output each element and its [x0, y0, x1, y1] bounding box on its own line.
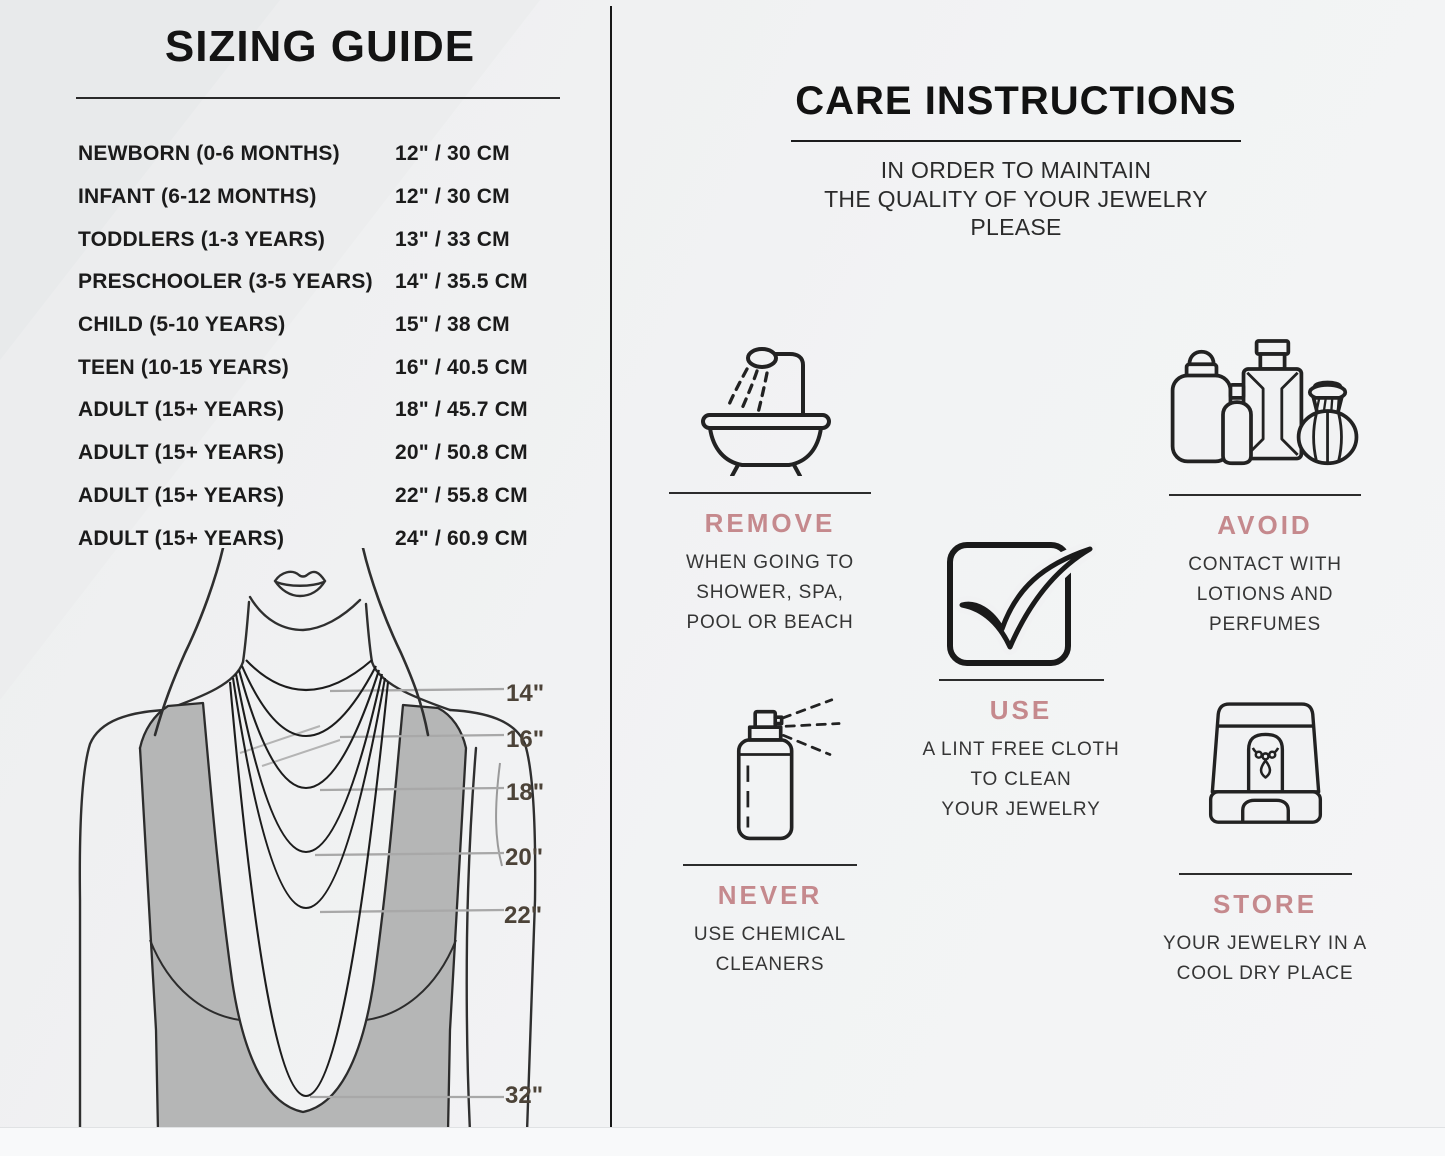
table-row: ADULT (15+ YEARS) 22" / 55.8 CM	[78, 475, 578, 518]
section-text: CONTACT WITH LOTIONS AND PERFUMES	[1138, 550, 1392, 640]
sizing-guide-title: SIZING GUIDE	[164, 22, 476, 71]
care-section-never: NEVER USE CHEMICAL CLEANERS	[648, 690, 892, 980]
section-text: WHEN GOING TO SHOWER, SPA, POOL OR BEACH	[648, 548, 892, 638]
row-size: 22" / 55.8 CM	[395, 483, 528, 507]
spray-bottle-icon	[648, 690, 892, 860]
section-text: A LINT FREE CLOTH TO CLEAN YOUR JEWELRY	[893, 735, 1149, 825]
necklace-length-label: 14"	[506, 680, 545, 707]
section-divider	[1169, 494, 1361, 496]
intro-line: THE QUALITY OF YOUR JEWELRY	[824, 185, 1208, 212]
necklace-length-label: 22"	[504, 902, 543, 929]
section-text-line: COOL DRY PLACE	[1176, 963, 1354, 984]
table-row: CHILD (5-10 YEARS) 15" / 38 CM	[78, 304, 578, 347]
table-row: NEWBORN (0-6 MONTHS) 12" / 30 CM	[78, 133, 578, 176]
section-text-line: WHEN GOING TO	[685, 552, 855, 573]
row-label: ADULT (15+ YEARS)	[78, 483, 285, 507]
necklace-length-label: 18"	[506, 779, 545, 806]
intro-line: IN ORDER TO MAINTAIN	[880, 157, 1152, 183]
jewelry-box-icon	[1138, 690, 1392, 869]
section-divider	[1178, 873, 1352, 875]
section-text-line: PERFUMES	[1209, 614, 1321, 635]
section-text-line: A LINT FREE CLOTH	[922, 739, 1120, 760]
section-title: REMOVE	[704, 508, 836, 538]
checkbox-check-icon	[893, 518, 1149, 675]
necklace-length-diagram	[78, 548, 537, 1128]
row-label: ADULT (15+ YEARS)	[78, 441, 285, 465]
row-label: NEWBORN (0-6 MONTHS)	[78, 142, 340, 166]
table-row: ADULT (15+ YEARS) 20" / 50.8 CM	[78, 432, 578, 475]
necklace-length-label: 16"	[506, 726, 545, 753]
section-title: NEVER	[717, 880, 823, 910]
row-size: 12" / 30 CM	[395, 142, 510, 166]
section-text-line: LOTIONS AND	[1196, 584, 1334, 605]
bottom-strip	[0, 1127, 1445, 1156]
row-label: ADULT (15+ YEARS)	[78, 398, 285, 422]
table-row: INFANT (6-12 MONTHS) 12" / 30 CM	[78, 176, 578, 219]
row-label: PRESCHOOLER (3-5 YEARS)	[78, 270, 373, 294]
row-size: 18" / 45.7 CM	[395, 398, 528, 422]
care-instructions-underline	[791, 140, 1241, 142]
row-size: 24" / 60.9 CM	[395, 526, 528, 550]
section-divider	[669, 492, 871, 494]
care-section-remove: REMOVE WHEN GOING TO SHOWER, SPA, POOL O…	[648, 333, 892, 638]
section-text-line: TO CLEAN	[970, 769, 1072, 790]
section-text-line: CLEANERS	[715, 954, 825, 975]
care-instructions-header: CARE INSTRUCTIONS IN ORDER TO MAINTAIN T…	[696, 78, 1336, 242]
table-row: TODDLERS (1-3 YEARS) 13" / 33 CM	[78, 218, 578, 261]
sizing-guide-header: SIZING GUIDE	[70, 22, 570, 99]
row-label: ADULT (15+ YEARS)	[78, 526, 285, 550]
section-text-line: YOUR JEWELRY IN A	[1162, 933, 1367, 954]
row-label: INFANT (6-12 MONTHS)	[78, 185, 317, 209]
section-text: USE CHEMICAL CLEANERS	[648, 920, 892, 980]
row-size: 12" / 30 CM	[395, 185, 510, 209]
section-divider	[938, 679, 1104, 681]
table-row: PRESCHOOLER (3-5 YEARS) 14" / 35.5 CM	[78, 261, 578, 304]
section-text-line: SHOWER, SPA,	[696, 582, 844, 603]
section-text-line: USE CHEMICAL	[693, 924, 847, 945]
section-title: STORE	[1212, 889, 1318, 919]
table-row: ADULT (15+ YEARS) 18" / 45.7 CM	[78, 389, 578, 432]
perfume-bottles-icon	[1138, 331, 1392, 490]
necklace-length-label: 32"	[505, 1082, 544, 1109]
sizing-guide-underline	[76, 97, 560, 99]
table-row: ADULT (15+ YEARS) 24" / 60.9 CM	[78, 517, 578, 560]
care-instructions-title: CARE INSTRUCTIONS	[795, 79, 1237, 123]
vertical-divider	[610, 6, 612, 1127]
table-row: TEEN (10-15 YEARS) 16" / 40.5 CM	[78, 346, 578, 389]
section-text-line: YOUR JEWELRY	[941, 799, 1101, 820]
sizing-table: NEWBORN (0-6 MONTHS) 12" / 30 CM INFANT (…	[78, 133, 578, 560]
section-title: USE	[989, 695, 1053, 725]
care-section-use: USE A LINT FREE CLOTH TO CLEAN YOUR JEWE…	[893, 518, 1149, 825]
row-size: 14" / 35.5 CM	[395, 270, 528, 294]
necklace-length-label: 20"	[505, 844, 544, 871]
intro-line: PLEASE	[970, 214, 1062, 240]
section-text-line: POOL OR BEACH	[686, 612, 854, 633]
care-intro-text: IN ORDER TO MAINTAIN THE QUALITY OF YOUR…	[696, 156, 1336, 242]
section-title: AVOID	[1217, 510, 1313, 540]
row-size: 13" / 33 CM	[395, 227, 510, 251]
row-label: CHILD (5-10 YEARS)	[78, 313, 286, 337]
row-size: 16" / 40.5 CM	[395, 355, 528, 379]
section-text: YOUR JEWELRY IN A COOL DRY PLACE	[1138, 929, 1392, 989]
care-section-store: STORE YOUR JEWELRY IN A COOL DRY PLACE	[1138, 690, 1392, 989]
row-label: TODDLERS (1-3 YEARS)	[78, 227, 326, 251]
section-text-line: CONTACT WITH	[1188, 554, 1342, 575]
row-size: 20" / 50.8 CM	[395, 441, 528, 465]
bathtub-icon	[648, 333, 892, 488]
section-divider	[683, 864, 857, 866]
row-label: TEEN (10-15 YEARS)	[78, 355, 289, 379]
care-section-avoid: AVOID CONTACT WITH LOTIONS AND PERFUMES	[1138, 331, 1392, 640]
row-size: 15" / 38 CM	[395, 313, 510, 337]
